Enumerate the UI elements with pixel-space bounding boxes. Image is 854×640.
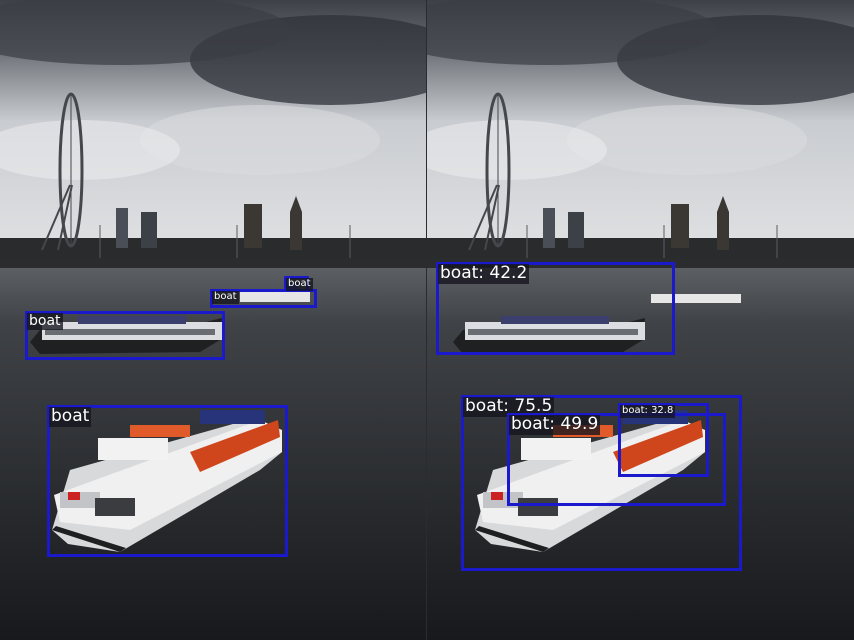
- right-detection-panel: boat: 42.2 boat: 75.5 boat: 49.9 boat: 3…: [427, 0, 854, 640]
- detection-box: [507, 413, 726, 506]
- detection-label: boat: [27, 313, 63, 330]
- detection-box: [461, 395, 742, 571]
- detection-label: boat: 32.8: [620, 405, 676, 418]
- detection-box: [436, 262, 675, 355]
- detection-box: [25, 311, 225, 360]
- detection-label: boat: 49.9: [509, 414, 601, 435]
- detection-box: [47, 405, 288, 557]
- left-detection-panel: boat boat boat boat: [0, 0, 427, 640]
- detection-label: boat: 42.2: [438, 263, 530, 284]
- detection-box: [618, 403, 709, 477]
- detection-label: boat: [286, 278, 313, 291]
- detection-label: boat: 75.5: [463, 396, 555, 417]
- thames-photo: [427, 0, 854, 640]
- detection-box: [210, 289, 317, 308]
- detection-label: boat: [49, 406, 92, 427]
- thames-photo: [0, 0, 427, 640]
- detection-label: boat: [212, 291, 239, 304]
